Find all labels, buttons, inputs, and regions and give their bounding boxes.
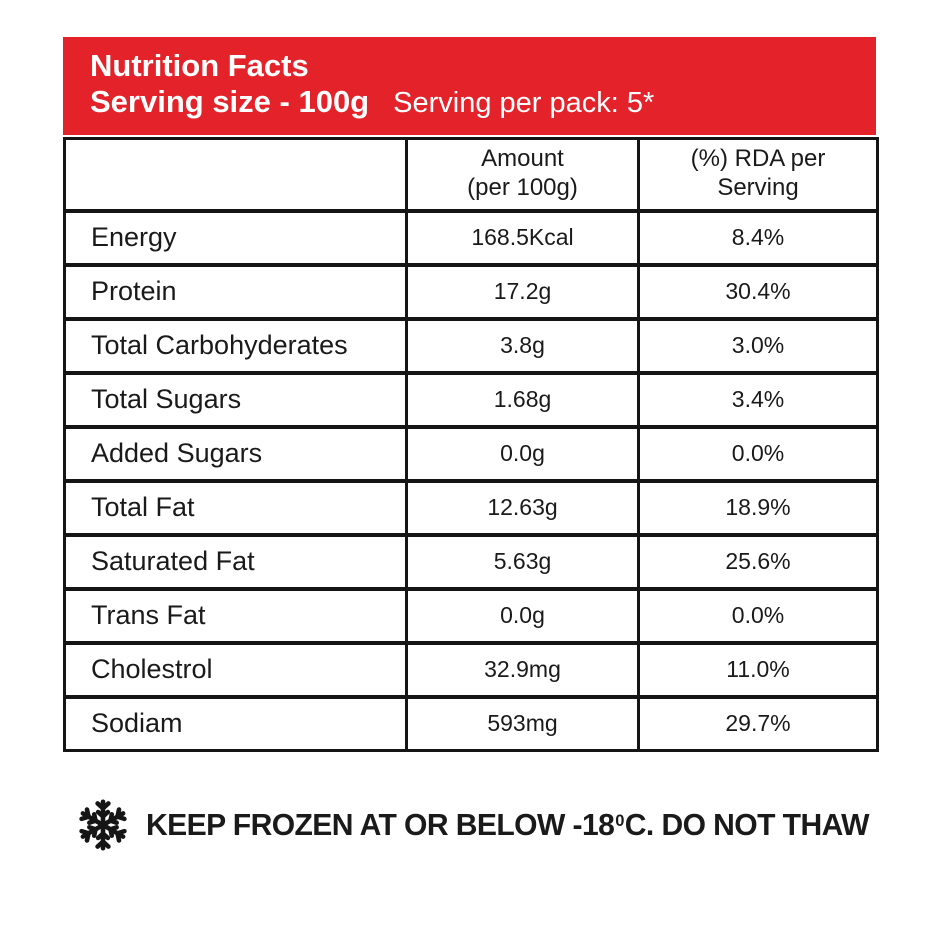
table-header-row: Amount (per 100g) (%) RDA per Serving xyxy=(63,137,879,212)
nutrient-rda: 11.0% xyxy=(637,640,879,698)
nutrient-rda: 25.6% xyxy=(637,532,879,590)
nutrient-rda: 30.4% xyxy=(637,262,879,320)
table-row-cholesterol: Cholestrol 32.9mg 11.0% xyxy=(63,640,879,698)
nutrient-amount: 17.2g xyxy=(405,262,640,320)
nutrient-name: Protein xyxy=(63,262,408,320)
nutrient-rda: 8.4% xyxy=(637,208,879,266)
nutrient-name: Added Sugars xyxy=(63,424,408,482)
storage-note-suffix: C. DO NOT THAW xyxy=(624,807,870,842)
table-row-energy: Energy 168.5Kcal 8.4% xyxy=(63,208,879,266)
nutrient-rda: 3.0% xyxy=(637,316,879,374)
servings-per-pack: Serving per pack: 5* xyxy=(393,87,655,119)
table-row-total-fat: Total Fat 12.63g 18.9% xyxy=(63,478,879,536)
table-row-sodium: Sodiam 593mg 29.7% xyxy=(63,694,879,752)
label-header: Nutrition Facts Serving size - 100g Serv… xyxy=(63,37,876,135)
table-row-protein: Protein 17.2g 30.4% xyxy=(63,262,879,320)
nutrient-name: Trans Fat xyxy=(63,586,408,644)
nutrient-name: Total Fat xyxy=(63,478,408,536)
nutrient-amount: 0.0g xyxy=(405,586,640,644)
table-row-total-carbohydrates: Total Carbohyderates 3.8g 3.0% xyxy=(63,316,879,374)
table-row-added-sugars: Added Sugars 0.0g 0.0% xyxy=(63,424,879,482)
amount-column-header: Amount (per 100g) xyxy=(405,137,640,212)
nutrient-amount: 593mg xyxy=(405,694,640,752)
table-row-saturated-fat: Saturated Fat 5.63g 25.6% xyxy=(63,532,879,590)
rda-column-header: (%) RDA per Serving xyxy=(637,137,879,212)
nutrient-rda: 0.0% xyxy=(637,586,879,644)
nutrient-amount: 3.8g xyxy=(405,316,640,374)
nutrient-amount: 12.63g xyxy=(405,478,640,536)
serving-size: Serving size - 100g xyxy=(90,84,370,119)
storage-note-prefix: KEEP FROZEN AT OR BELOW -18 xyxy=(146,807,615,842)
nutrient-amount: 0.0g xyxy=(405,424,640,482)
serving-info-row: Serving size - 100g Serving per pack: 5* xyxy=(90,84,876,121)
snowflake-icon xyxy=(79,799,127,851)
table-row-trans-fat: Trans Fat 0.0g 0.0% xyxy=(63,586,879,644)
nutrient-rda: 29.7% xyxy=(637,694,879,752)
nutrient-name: Saturated Fat xyxy=(63,532,408,590)
nutrient-name: Total Carbohyderates xyxy=(63,316,408,374)
nutrient-amount: 168.5Kcal xyxy=(405,208,640,266)
nutrient-rda: 0.0% xyxy=(637,424,879,482)
storage-note-text: KEEP FROZEN AT OR BELOW -180C. DO NOT TH… xyxy=(146,807,869,843)
nutrient-amount: 5.63g xyxy=(405,532,640,590)
label-title: Nutrition Facts xyxy=(90,48,309,83)
nutrient-rda: 3.4% xyxy=(637,370,879,428)
nutrient-column-header xyxy=(63,137,408,212)
nutrient-name: Cholestrol xyxy=(63,640,408,698)
nutrient-amount: 1.68g xyxy=(405,370,640,428)
storage-note-degree: 0 xyxy=(615,811,624,831)
nutrient-name: Total Sugars xyxy=(63,370,408,428)
nutrient-name: Energy xyxy=(63,208,408,266)
table-row-total-sugars: Total Sugars 1.68g 3.4% xyxy=(63,370,879,428)
nutrient-amount: 32.9mg xyxy=(405,640,640,698)
storage-note: KEEP FROZEN AT OR BELOW -180C. DO NOT TH… xyxy=(76,796,876,854)
nutrition-table: Amount (per 100g) (%) RDA per Serving En… xyxy=(63,137,879,752)
nutrient-rda: 18.9% xyxy=(637,478,879,536)
nutrient-name: Sodiam xyxy=(63,694,408,752)
